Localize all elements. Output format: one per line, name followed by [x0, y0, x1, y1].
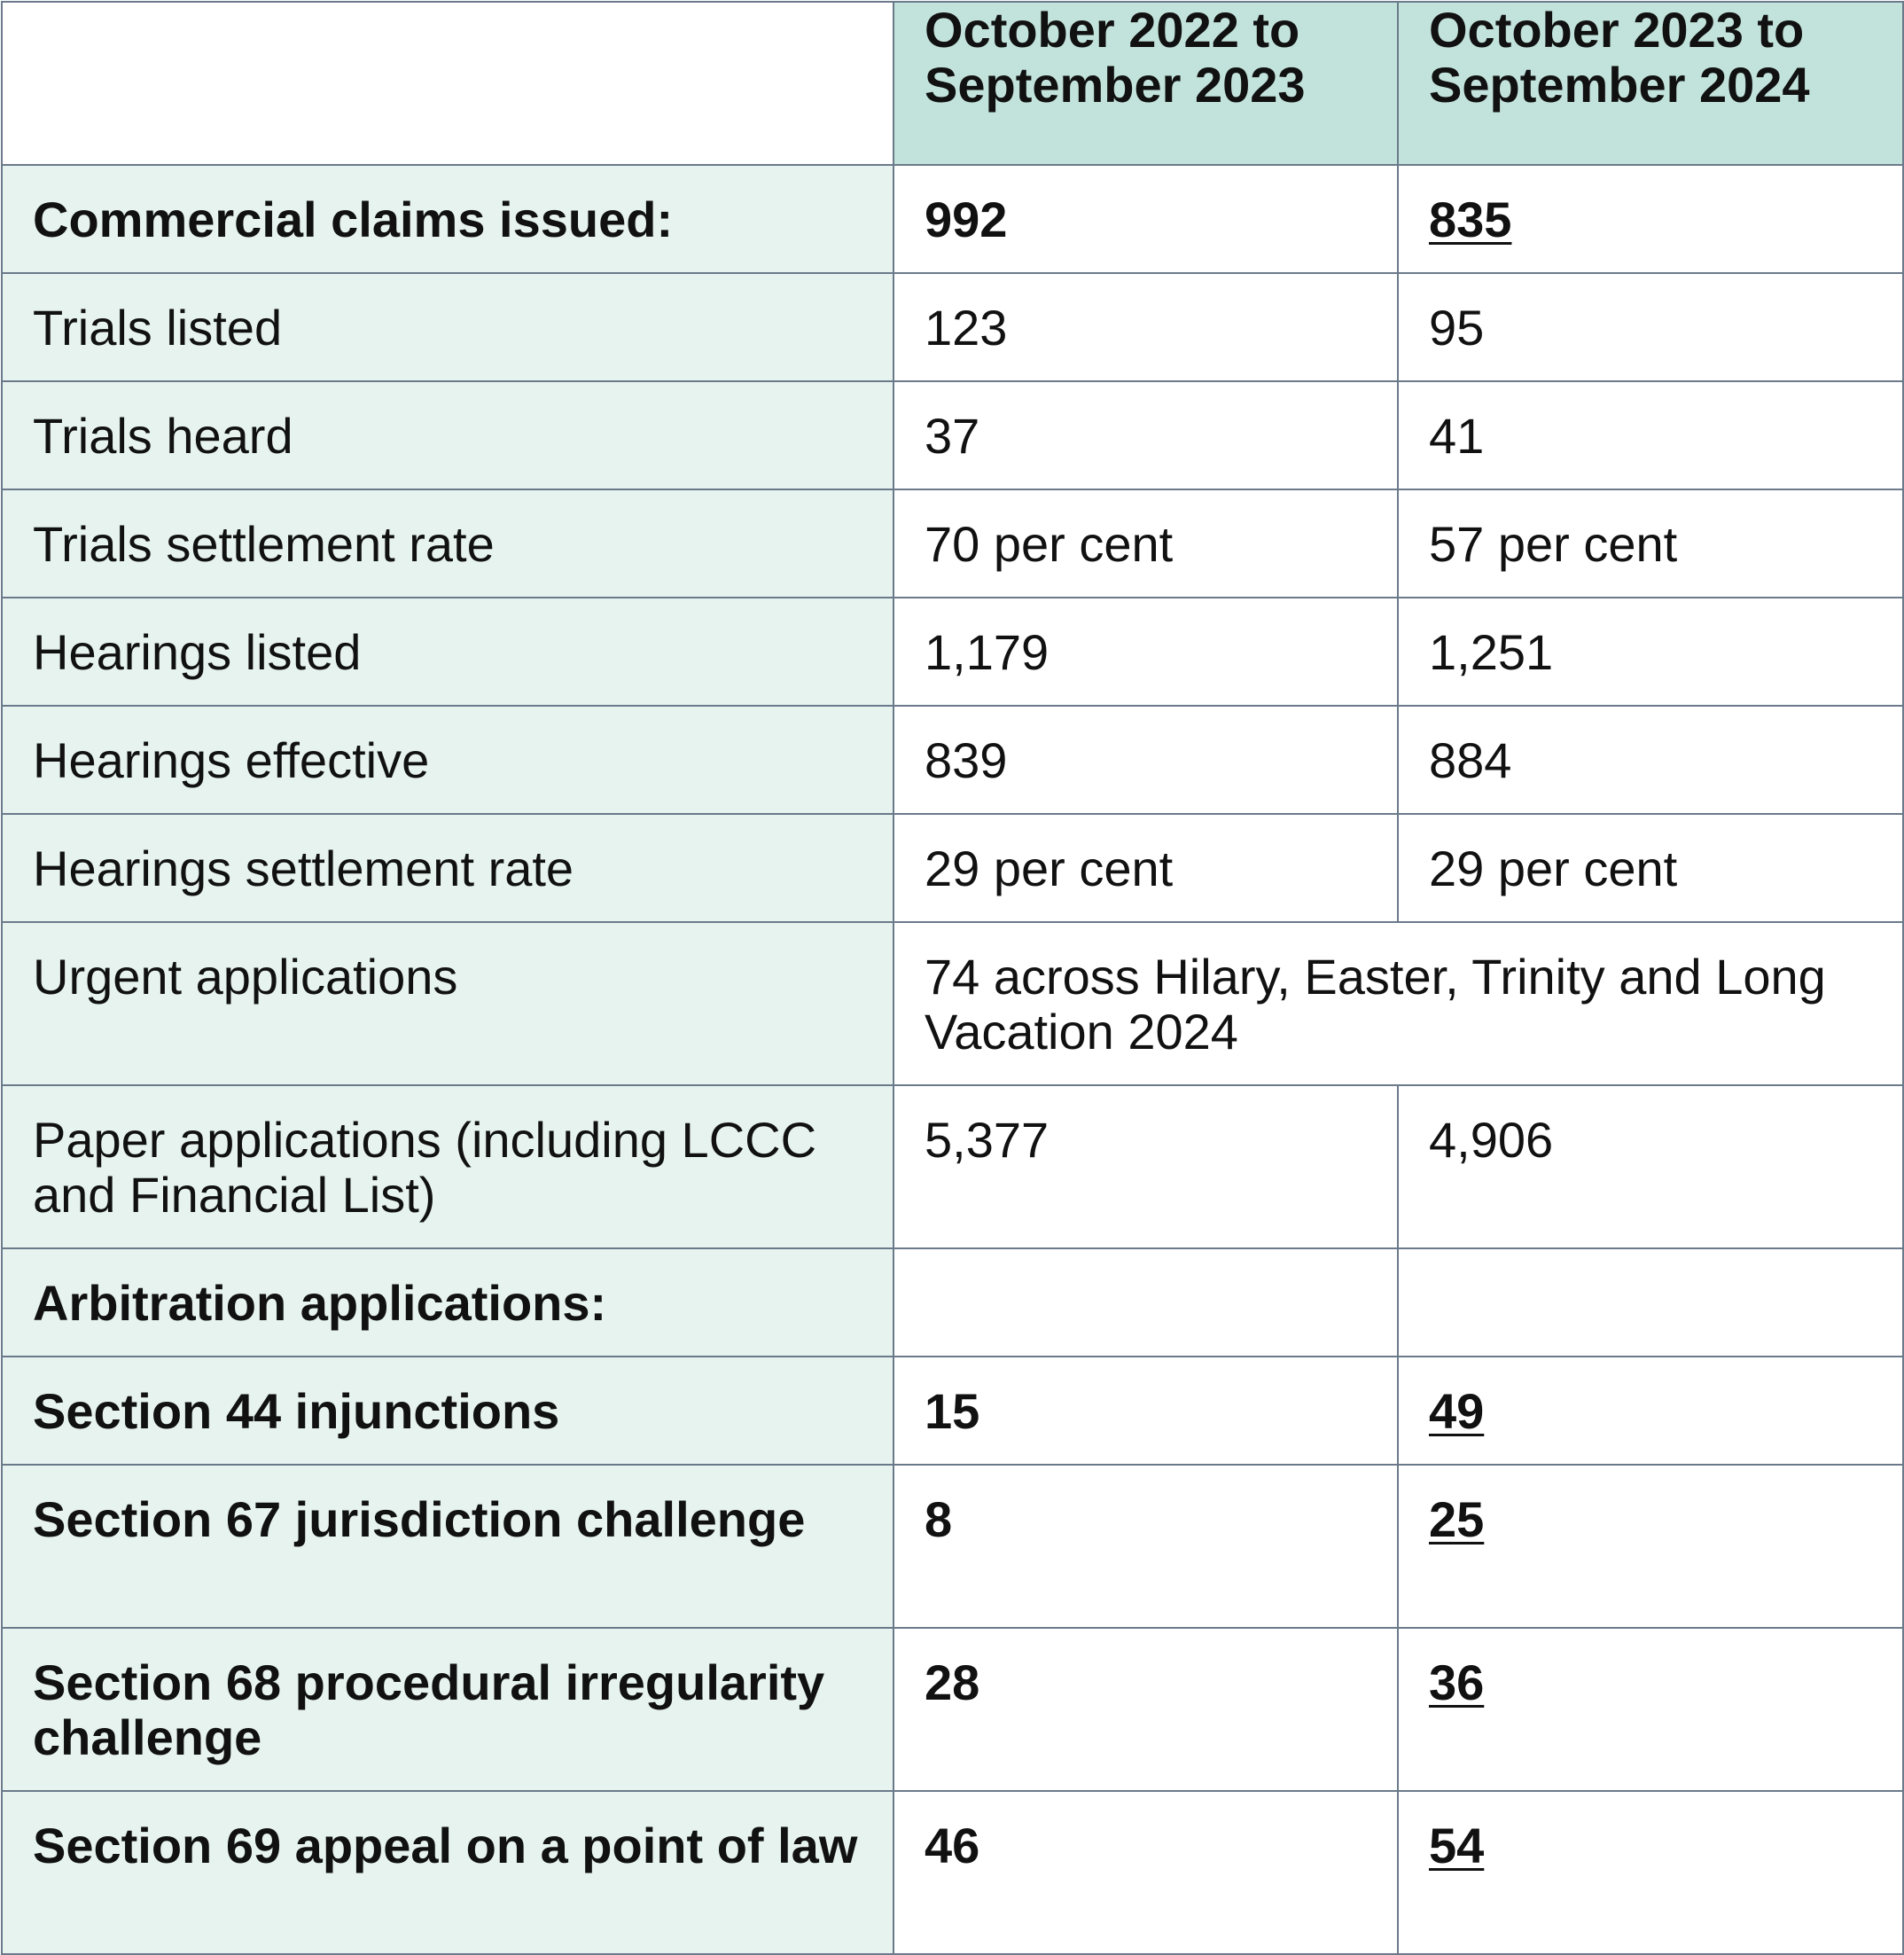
merged-value-cell: 74 across Hilary, Easter, Trinity and Lo… [893, 921, 1904, 1086]
value-2023-2024: 884 [1397, 705, 1904, 815]
row-label: Trials listed [1, 272, 894, 382]
value-2022-2023 [893, 1247, 1399, 1357]
row-label: Section 68 procedural irregularity chall… [1, 1627, 894, 1792]
underlined-value: 54 [1429, 1818, 1485, 1873]
row-label: Urgent applications [1, 921, 894, 1086]
row-label: Trials settlement rate [1, 489, 894, 598]
row-label: Section 69 appeal on a point of law [1, 1790, 894, 1955]
header-row: October 2022 to September 2023 October 2… [1, 1, 1904, 166]
value-2023-2024: 95 [1397, 272, 1904, 382]
value-2023-2024: 29 per cent [1397, 813, 1904, 923]
value-2023-2024 [1397, 1247, 1904, 1357]
value-2022-2023: 123 [893, 272, 1399, 382]
value-2023-2024: 49 [1397, 1356, 1904, 1466]
row-label: Section 67 jurisdiction challenge [1, 1464, 894, 1629]
row-label: Commercial claims issued: [1, 164, 894, 274]
value-2022-2023: 992 [893, 164, 1399, 274]
header-period-2023-2024: October 2023 to September 2024 [1397, 1, 1904, 166]
header-period-2022-2023: October 2022 to September 2023 [893, 1, 1399, 166]
underlined-value: 835 [1429, 192, 1512, 247]
table-row: Hearings effective 839 884 [1, 705, 1904, 815]
value-2023-2024: 835 [1397, 164, 1904, 274]
underlined-value: 36 [1429, 1654, 1485, 1710]
value-2022-2023: 1,179 [893, 597, 1399, 707]
row-label: Section 44 injunctions [1, 1356, 894, 1466]
value-2022-2023: 28 [893, 1627, 1399, 1792]
value-2023-2024: 57 per cent [1397, 489, 1904, 598]
table-row: Trials heard 37 41 [1, 380, 1904, 490]
table-row: Commercial claims issued: 992 835 [1, 164, 1904, 274]
row-label: Hearings settlement rate [1, 813, 894, 923]
value-2023-2024: 1,251 [1397, 597, 1904, 707]
value-2022-2023: 70 per cent [893, 489, 1399, 598]
row-label: Hearings listed [1, 597, 894, 707]
row-label: Arbitration applications: [1, 1247, 894, 1357]
value-2022-2023: 839 [893, 705, 1399, 815]
value-2022-2023: 29 per cent [893, 813, 1399, 923]
value-2023-2024: 54 [1397, 1790, 1904, 1955]
row-label: Paper applications (including LCCC and F… [1, 1084, 894, 1249]
value-2023-2024: 36 [1397, 1627, 1904, 1792]
table-row: Section 67 jurisdiction challenge 8 25 [1, 1464, 1904, 1629]
table-row: Section 68 procedural irregularity chall… [1, 1627, 1904, 1792]
header-blank-cell [1, 1, 894, 166]
table-row: Section 44 injunctions 15 49 [1, 1356, 1904, 1466]
value-2023-2024: 41 [1397, 380, 1904, 490]
table-row: Paper applications (including LCCC and F… [1, 1084, 1904, 1249]
value-2022-2023: 15 [893, 1356, 1399, 1466]
row-label: Trials heard [1, 380, 894, 490]
value-2022-2023: 5,377 [893, 1084, 1399, 1249]
value-2023-2024: 25 [1397, 1464, 1904, 1629]
table-row: Urgent applications 74 across Hilary, Ea… [1, 921, 1904, 1086]
table-row: Arbitration applications: [1, 1247, 1904, 1357]
table-row: Hearings listed 1,179 1,251 [1, 597, 1904, 707]
underlined-value: 25 [1429, 1491, 1485, 1547]
value-2022-2023: 46 [893, 1790, 1399, 1955]
table-row: Hearings settlement rate 29 per cent 29 … [1, 813, 1904, 923]
underlined-value: 49 [1429, 1383, 1485, 1439]
table-row: Section 69 appeal on a point of law 46 5… [1, 1790, 1904, 1955]
table-row: Trials settlement rate 70 per cent 57 pe… [1, 489, 1904, 598]
row-label: Hearings effective [1, 705, 894, 815]
value-2022-2023: 8 [893, 1464, 1399, 1629]
value-2022-2023: 37 [893, 380, 1399, 490]
value-2023-2024: 4,906 [1397, 1084, 1904, 1249]
table-row: Trials listed 123 95 [1, 272, 1904, 382]
